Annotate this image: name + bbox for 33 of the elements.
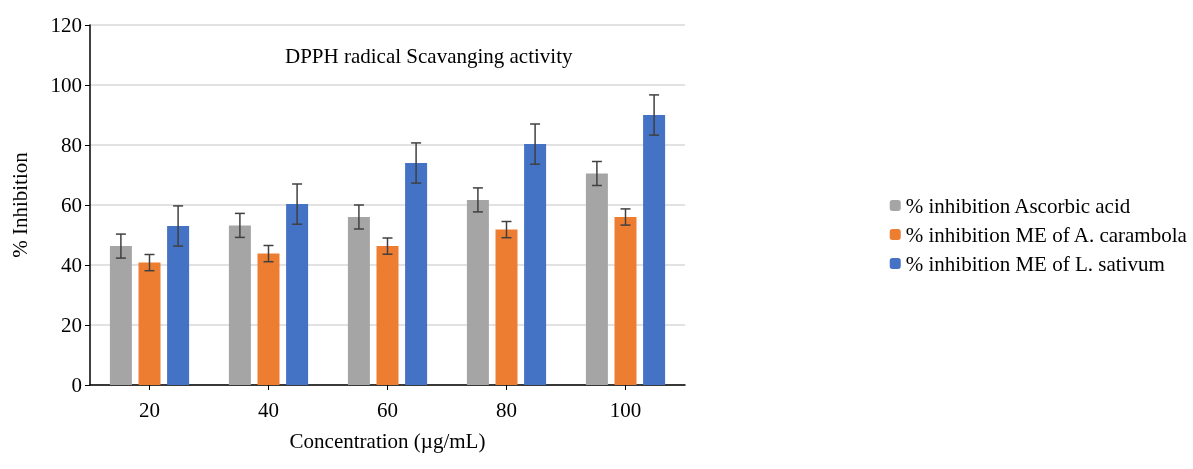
bar <box>466 199 489 385</box>
x-tick-label: 80 <box>496 397 517 422</box>
bar <box>286 204 309 385</box>
y-tick-label: 60 <box>61 193 82 217</box>
legend-label: % inhibition ME of A. carambola <box>905 222 1188 247</box>
x-tick-label: 60 <box>377 397 398 422</box>
bar <box>138 262 161 385</box>
bar <box>524 144 547 385</box>
bar <box>376 246 399 385</box>
bar <box>228 225 251 385</box>
bar <box>347 217 370 385</box>
x-tick-label: 100 <box>609 397 642 422</box>
bar <box>643 115 666 385</box>
text: DPPH radical Scavanging activity <box>285 43 574 68</box>
y-tick-label: 100 <box>50 73 82 97</box>
bar <box>585 173 608 385</box>
y-tick-label: 120 <box>50 13 82 37</box>
y-tick-label: 0 <box>71 373 82 397</box>
x-axis-title: Concentration (µg/mL) <box>289 428 486 453</box>
bar <box>109 246 132 385</box>
x-tick-label: 40 <box>258 397 279 422</box>
bar <box>495 229 518 385</box>
legend-label: % inhibition Ascorbic acid <box>905 193 1131 218</box>
bar <box>167 226 190 385</box>
y-tick-label: 40 <box>61 253 82 277</box>
legend-label: % inhibition ME of L. sativum <box>905 251 1165 276</box>
bar <box>257 253 280 385</box>
y-tick-label: 20 <box>61 313 82 337</box>
x-tick-label: 20 <box>139 397 160 422</box>
bar <box>405 163 428 385</box>
y-tick-label: 80 <box>61 133 82 157</box>
bar <box>614 217 637 385</box>
y-axis-title: % Inhibition <box>7 151 32 258</box>
